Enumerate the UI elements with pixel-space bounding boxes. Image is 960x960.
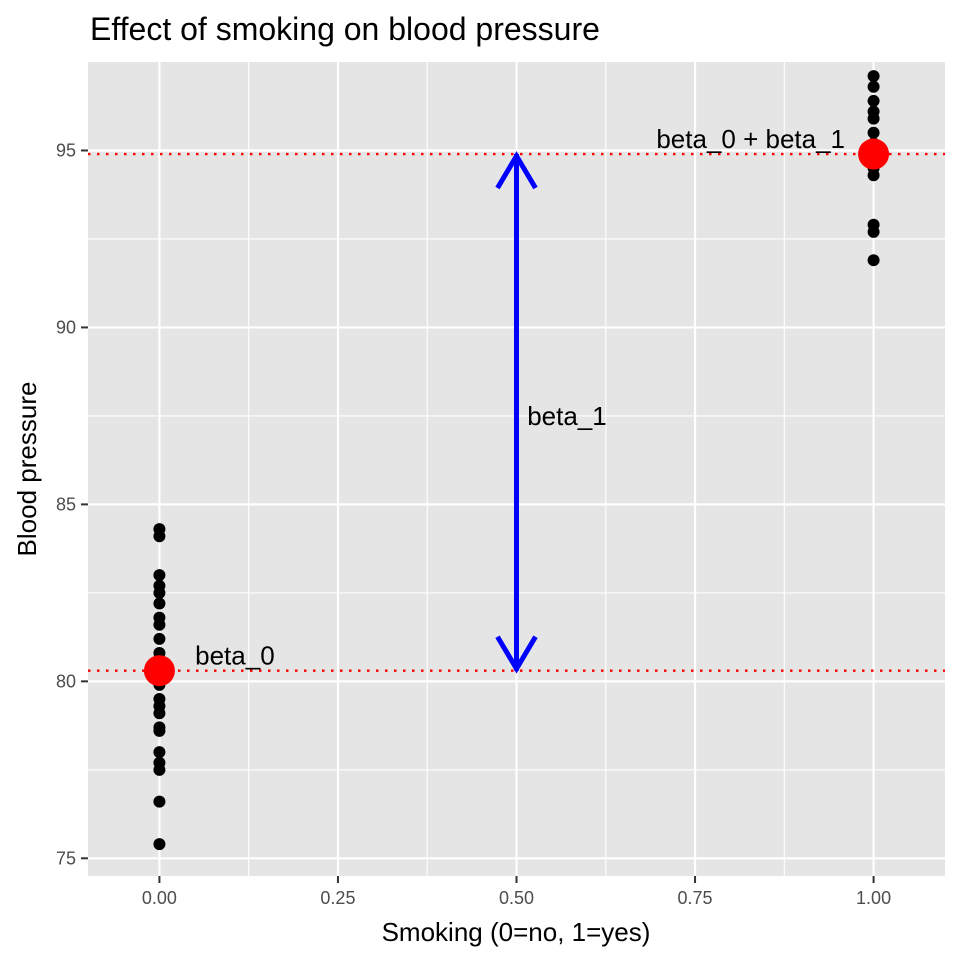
observation-point: [153, 569, 166, 582]
annotation-label: beta_1: [527, 401, 607, 431]
group-mean-point: [858, 138, 890, 170]
observation-point: [867, 254, 880, 267]
y-tick-label: 75: [56, 848, 76, 868]
group-mean-points: [143, 138, 890, 687]
observation-point: [153, 693, 166, 706]
y-tick-label: 95: [56, 140, 76, 160]
observation-point: [153, 579, 166, 592]
observation-point: [867, 105, 880, 118]
observation-point: [867, 126, 880, 139]
x-tick-label: 0.00: [142, 888, 177, 908]
observation-point: [153, 611, 166, 624]
y-axis: 75 80 85 90 95: [56, 140, 88, 868]
observation-point: [867, 70, 880, 83]
observation-point: [153, 632, 166, 645]
observation-point: [153, 523, 166, 536]
x-axis: 0.00 0.25 0.50 0.75 1.00: [142, 876, 891, 908]
observation-point: [153, 746, 166, 759]
beta-1-arrow: [495, 151, 538, 674]
y-tick-label: 85: [56, 494, 76, 514]
observation-point: [153, 795, 166, 808]
arrow-head-top: [495, 151, 538, 190]
x-tick-label: 0.25: [320, 888, 355, 908]
observation-point: [153, 838, 166, 851]
observation-point: [153, 756, 166, 769]
group-mean-point: [143, 655, 175, 687]
x-tick-label: 1.00: [856, 888, 891, 908]
x-axis-title: Smoking (0=no, 1=yes): [382, 917, 651, 947]
observation-point: [867, 94, 880, 107]
observation-point: [153, 597, 166, 610]
annotation-label: beta_0 + beta_1: [656, 124, 845, 154]
y-tick-label: 90: [56, 317, 76, 337]
observation-point: [867, 80, 880, 93]
arrow-head-bottom: [495, 635, 538, 674]
annotations: beta_0 beta_0 + beta_1 beta_1: [195, 124, 845, 671]
y-tick-label: 80: [56, 671, 76, 691]
observation-point: [153, 721, 166, 734]
x-tick-label: 0.75: [678, 888, 713, 908]
y-axis-title: Blood pressure: [12, 382, 42, 557]
annotation-label: beta_0: [195, 641, 275, 671]
observation-point: [867, 218, 880, 231]
x-tick-label: 0.50: [499, 888, 534, 908]
chart-title: Effect of smoking on blood pressure: [90, 11, 600, 47]
